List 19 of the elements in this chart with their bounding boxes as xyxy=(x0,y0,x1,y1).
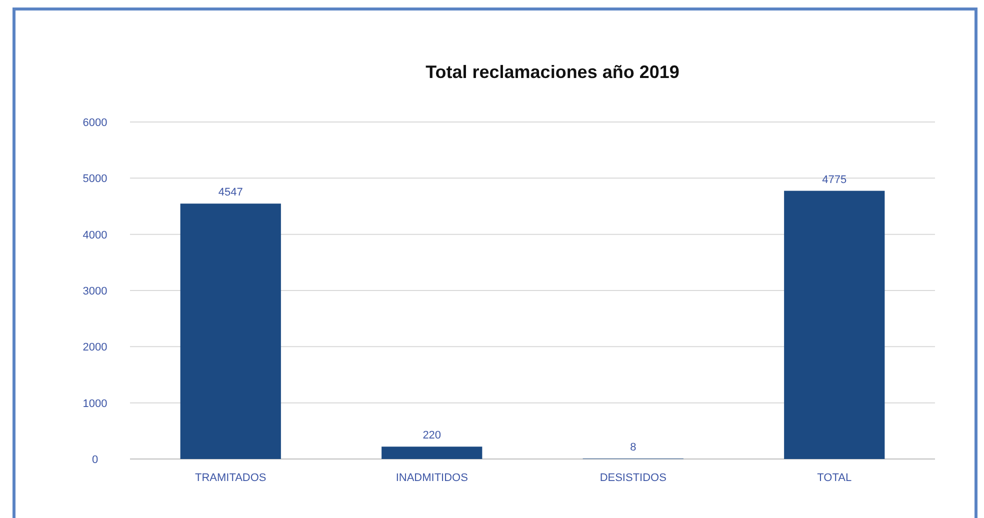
y-tick-label: 0 xyxy=(92,454,98,466)
x-tick-label: TRAMITADOS xyxy=(194,472,266,484)
x-tick-label: DESISTIDOS xyxy=(600,472,666,484)
y-tick-label: 3000 xyxy=(82,286,108,298)
data-label: 8 xyxy=(630,442,636,454)
bar xyxy=(784,190,885,459)
x-tick-label: TOTAL xyxy=(817,472,852,484)
y-tick-label: 1000 xyxy=(82,398,108,410)
bar xyxy=(180,204,281,459)
y-tick-label: 4000 xyxy=(82,229,108,242)
data-label: 220 xyxy=(422,430,442,442)
x-tick-label: INADMITIDOS xyxy=(396,472,468,484)
chart-title: Total reclamaciones año 2019 xyxy=(426,62,680,82)
bar xyxy=(382,446,482,459)
data-label: 4775 xyxy=(822,174,847,186)
y-tick-label: 2000 xyxy=(82,342,108,354)
data-label: 4547 xyxy=(218,186,243,199)
y-tick-label: 6000 xyxy=(82,117,108,129)
y-tick-label: 5000 xyxy=(82,173,108,186)
